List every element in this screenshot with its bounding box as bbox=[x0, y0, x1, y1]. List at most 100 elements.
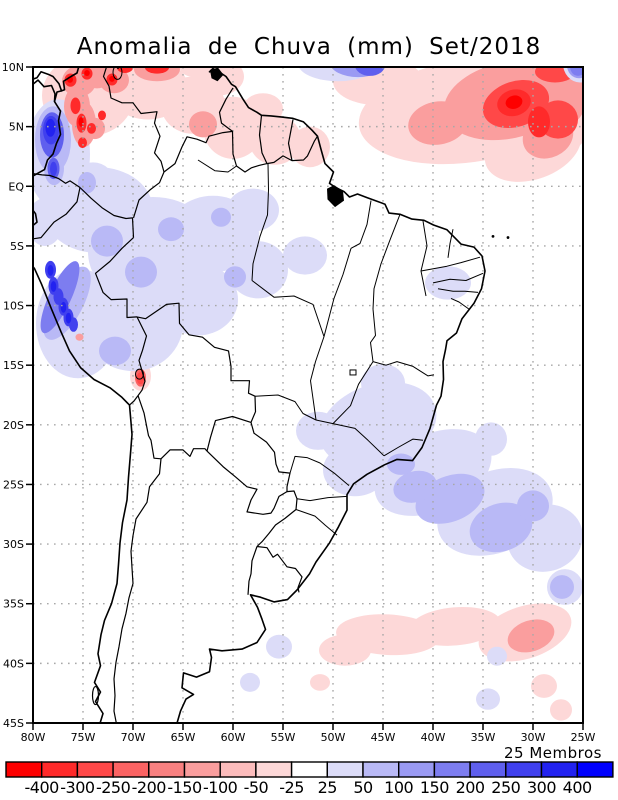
colorbar-tick-label: 300 bbox=[527, 778, 556, 797]
lon-tick-label: 60W bbox=[221, 731, 246, 744]
anomaly-blob bbox=[505, 95, 523, 109]
anomaly-blob bbox=[517, 490, 549, 522]
anomaly-blob bbox=[224, 266, 246, 288]
country-border bbox=[206, 415, 252, 452]
country-border bbox=[136, 316, 148, 396]
lon-tick-label: 25W bbox=[571, 731, 596, 744]
anomaly-blob bbox=[47, 265, 54, 276]
anomaly-blob bbox=[570, 68, 582, 76]
anomaly-blob bbox=[211, 207, 231, 227]
colorbar-tick-label: -400 bbox=[25, 778, 60, 797]
country-border bbox=[34, 187, 81, 240]
country-border bbox=[256, 545, 303, 593]
colorbar-tick-label: 400 bbox=[563, 778, 592, 797]
coastline bbox=[34, 68, 486, 722]
anomaly-blob bbox=[75, 333, 84, 341]
state-border bbox=[383, 438, 424, 457]
anomaly-blob bbox=[355, 68, 385, 76]
anomaly-blob bbox=[550, 575, 574, 599]
colorbar: -400 -300 -250 -200 -150 -100 -50 -25 25 50 100 150… bbox=[5, 761, 614, 797]
country-border bbox=[206, 450, 288, 515]
colorbar-cell bbox=[183, 761, 221, 778]
anomaly-blob bbox=[323, 443, 387, 497]
anomaly-blob bbox=[84, 70, 90, 76]
anomaly-blob bbox=[117, 68, 133, 73]
anomaly-blob bbox=[136, 372, 145, 385]
state-border bbox=[197, 159, 237, 173]
anomaly-blob bbox=[283, 236, 327, 275]
country-border bbox=[247, 546, 258, 595]
state-border bbox=[251, 280, 325, 337]
anomaly-blob bbox=[296, 411, 340, 450]
anomaly-blob bbox=[266, 634, 292, 659]
anomaly-blob bbox=[50, 161, 57, 177]
anomaly-blob bbox=[145, 68, 169, 74]
colorbar-cell bbox=[290, 761, 329, 778]
lat-tick-label: EQ bbox=[8, 180, 24, 193]
colorbar-cell bbox=[433, 761, 471, 778]
state-border bbox=[437, 288, 479, 293]
atlantic-islet bbox=[491, 234, 495, 238]
state-border bbox=[295, 509, 338, 536]
anomaly-blob bbox=[240, 672, 260, 692]
anomaly-blob bbox=[98, 110, 106, 121]
state-border bbox=[432, 272, 484, 284]
state-border bbox=[296, 495, 348, 502]
state-border bbox=[251, 163, 269, 281]
anomaly-blob bbox=[469, 502, 533, 553]
lon-tick-label: 45W bbox=[371, 731, 396, 744]
anomaly-blob bbox=[507, 619, 555, 653]
anomaly-blob bbox=[189, 111, 217, 138]
colorbar-cell bbox=[576, 761, 614, 778]
anomaly-blob bbox=[487, 646, 507, 666]
coastline bbox=[34, 210, 38, 226]
lat-tick-label: 10S bbox=[3, 300, 24, 313]
coastline bbox=[34, 266, 133, 722]
state-border bbox=[315, 361, 374, 425]
colorbar-cell bbox=[76, 761, 114, 778]
state-border bbox=[350, 200, 372, 249]
colorbar-cell bbox=[5, 761, 43, 778]
country-border bbox=[94, 237, 138, 319]
lon-tick-label: 75W bbox=[71, 731, 96, 744]
state-border bbox=[420, 220, 428, 297]
state-border bbox=[370, 309, 376, 362]
colorbar-cell bbox=[469, 761, 507, 778]
anomaly-blob bbox=[528, 106, 550, 138]
lon-tick-label: 80W bbox=[21, 731, 46, 744]
anomaly-blob bbox=[91, 225, 123, 257]
anomaly-blob bbox=[550, 699, 572, 721]
anomaly-blob bbox=[60, 301, 67, 313]
state-border bbox=[372, 361, 435, 377]
lon-tick-label: 30W bbox=[521, 731, 546, 744]
geography-layer bbox=[34, 68, 510, 722]
colorbar-tick-label: 25 bbox=[318, 778, 337, 797]
country-border bbox=[79, 187, 135, 238]
state-border bbox=[332, 423, 385, 457]
anomaly-blob bbox=[319, 634, 371, 666]
anomaly-blob bbox=[125, 256, 157, 288]
anomaly-blob bbox=[78, 137, 87, 149]
anomaly-blob bbox=[34, 198, 63, 246]
state-border bbox=[372, 214, 401, 310]
country-border bbox=[218, 87, 234, 132]
graticule bbox=[33, 67, 583, 723]
colorbar-tick-label: 200 bbox=[456, 778, 485, 797]
state-border bbox=[450, 297, 470, 310]
colorbar-tick-label: -100 bbox=[203, 778, 238, 797]
colorbar-cell bbox=[112, 761, 150, 778]
country-border bbox=[113, 458, 162, 722]
colorbar-cell bbox=[326, 761, 364, 778]
lon-tick-label: 50W bbox=[321, 731, 346, 744]
country-border bbox=[129, 395, 139, 406]
anomaly-blob bbox=[45, 118, 56, 137]
atlantic-islet bbox=[506, 236, 510, 239]
country-border bbox=[137, 395, 162, 460]
orinoco-delta bbox=[210, 68, 224, 82]
anomaly-blob bbox=[475, 422, 507, 456]
country-border bbox=[163, 130, 319, 173]
anomaly-blob bbox=[393, 470, 437, 503]
lat-tick-label: 5N bbox=[9, 121, 24, 134]
